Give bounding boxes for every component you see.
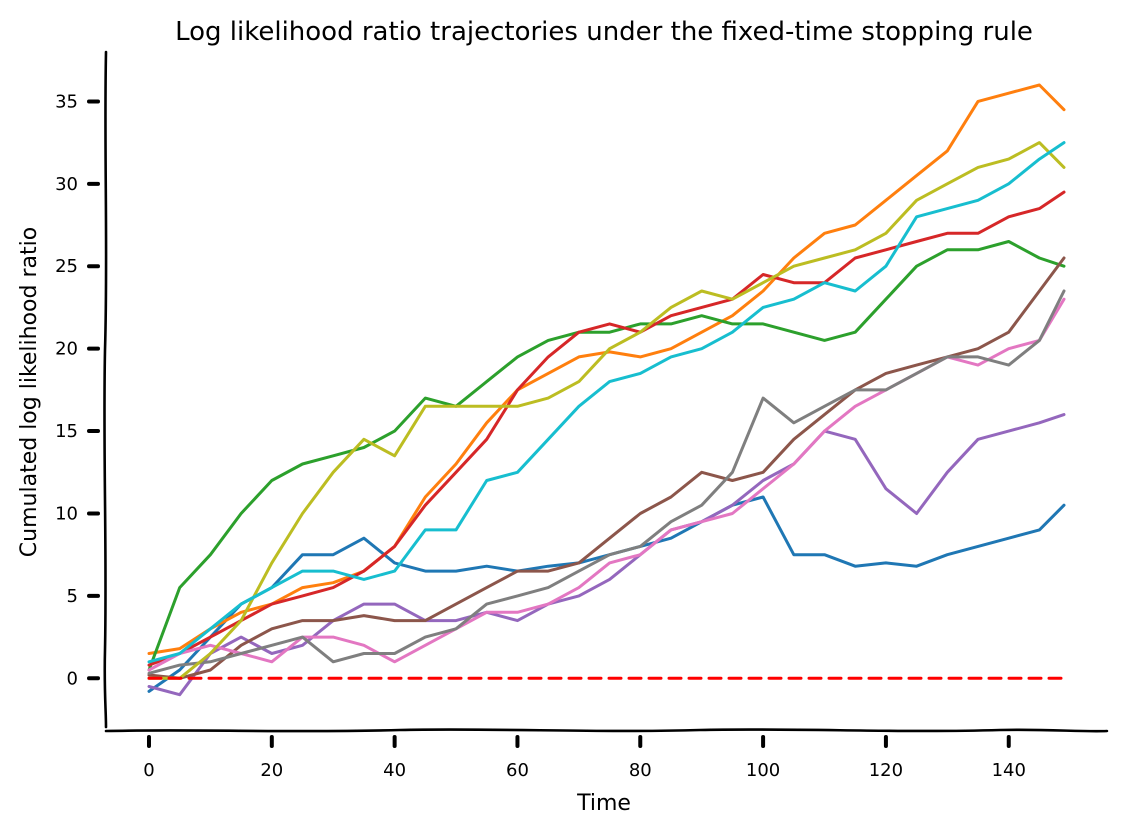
series-line-10 bbox=[147, 141, 1066, 664]
series-line-7 bbox=[147, 297, 1066, 672]
x-tick-label: 0 bbox=[143, 760, 154, 781]
x-tick-label: 20 bbox=[260, 760, 283, 781]
series-line-5 bbox=[147, 413, 1066, 697]
y-tick-label: 20 bbox=[55, 339, 78, 360]
series-line-8 bbox=[147, 289, 1066, 675]
y-axis-line bbox=[103, 50, 108, 729]
series-line-2 bbox=[147, 83, 1066, 655]
y-tick-label: 35 bbox=[55, 91, 78, 112]
series-line-4 bbox=[147, 190, 1066, 667]
x-axis-label: Time bbox=[576, 791, 631, 816]
x-ticks: 0 20 40 60 80 100 120 140 bbox=[143, 735, 1026, 781]
y-tick-label: 5 bbox=[67, 586, 78, 607]
series-line-9 bbox=[147, 141, 1066, 680]
x-tick-label: 60 bbox=[506, 760, 529, 781]
series-group bbox=[147, 83, 1066, 697]
y-tick-label: 0 bbox=[67, 668, 78, 689]
y-tick-label: 15 bbox=[55, 421, 78, 442]
y-tick-label: 25 bbox=[55, 256, 78, 277]
y-axis-label: Cumulated log likelihood ratio bbox=[17, 227, 42, 557]
series-line-1 bbox=[147, 495, 1066, 693]
x-tick-label: 100 bbox=[746, 760, 780, 781]
x-tick-label: 140 bbox=[992, 760, 1026, 781]
y-tick-label: 30 bbox=[55, 174, 78, 195]
chart-title: Log likelihood ratio trajectories under … bbox=[175, 17, 1033, 47]
series-line-3 bbox=[147, 240, 1066, 672]
series-line-6 bbox=[147, 256, 1066, 680]
x-tick-label: 40 bbox=[383, 760, 406, 781]
y-ticks: 0 5 10 15 20 25 30 35 bbox=[55, 91, 100, 689]
x-tick-label: 120 bbox=[869, 760, 903, 781]
x-tick-label: 80 bbox=[629, 760, 652, 781]
x-axis-line bbox=[104, 728, 1109, 733]
y-tick-label: 10 bbox=[55, 503, 78, 524]
